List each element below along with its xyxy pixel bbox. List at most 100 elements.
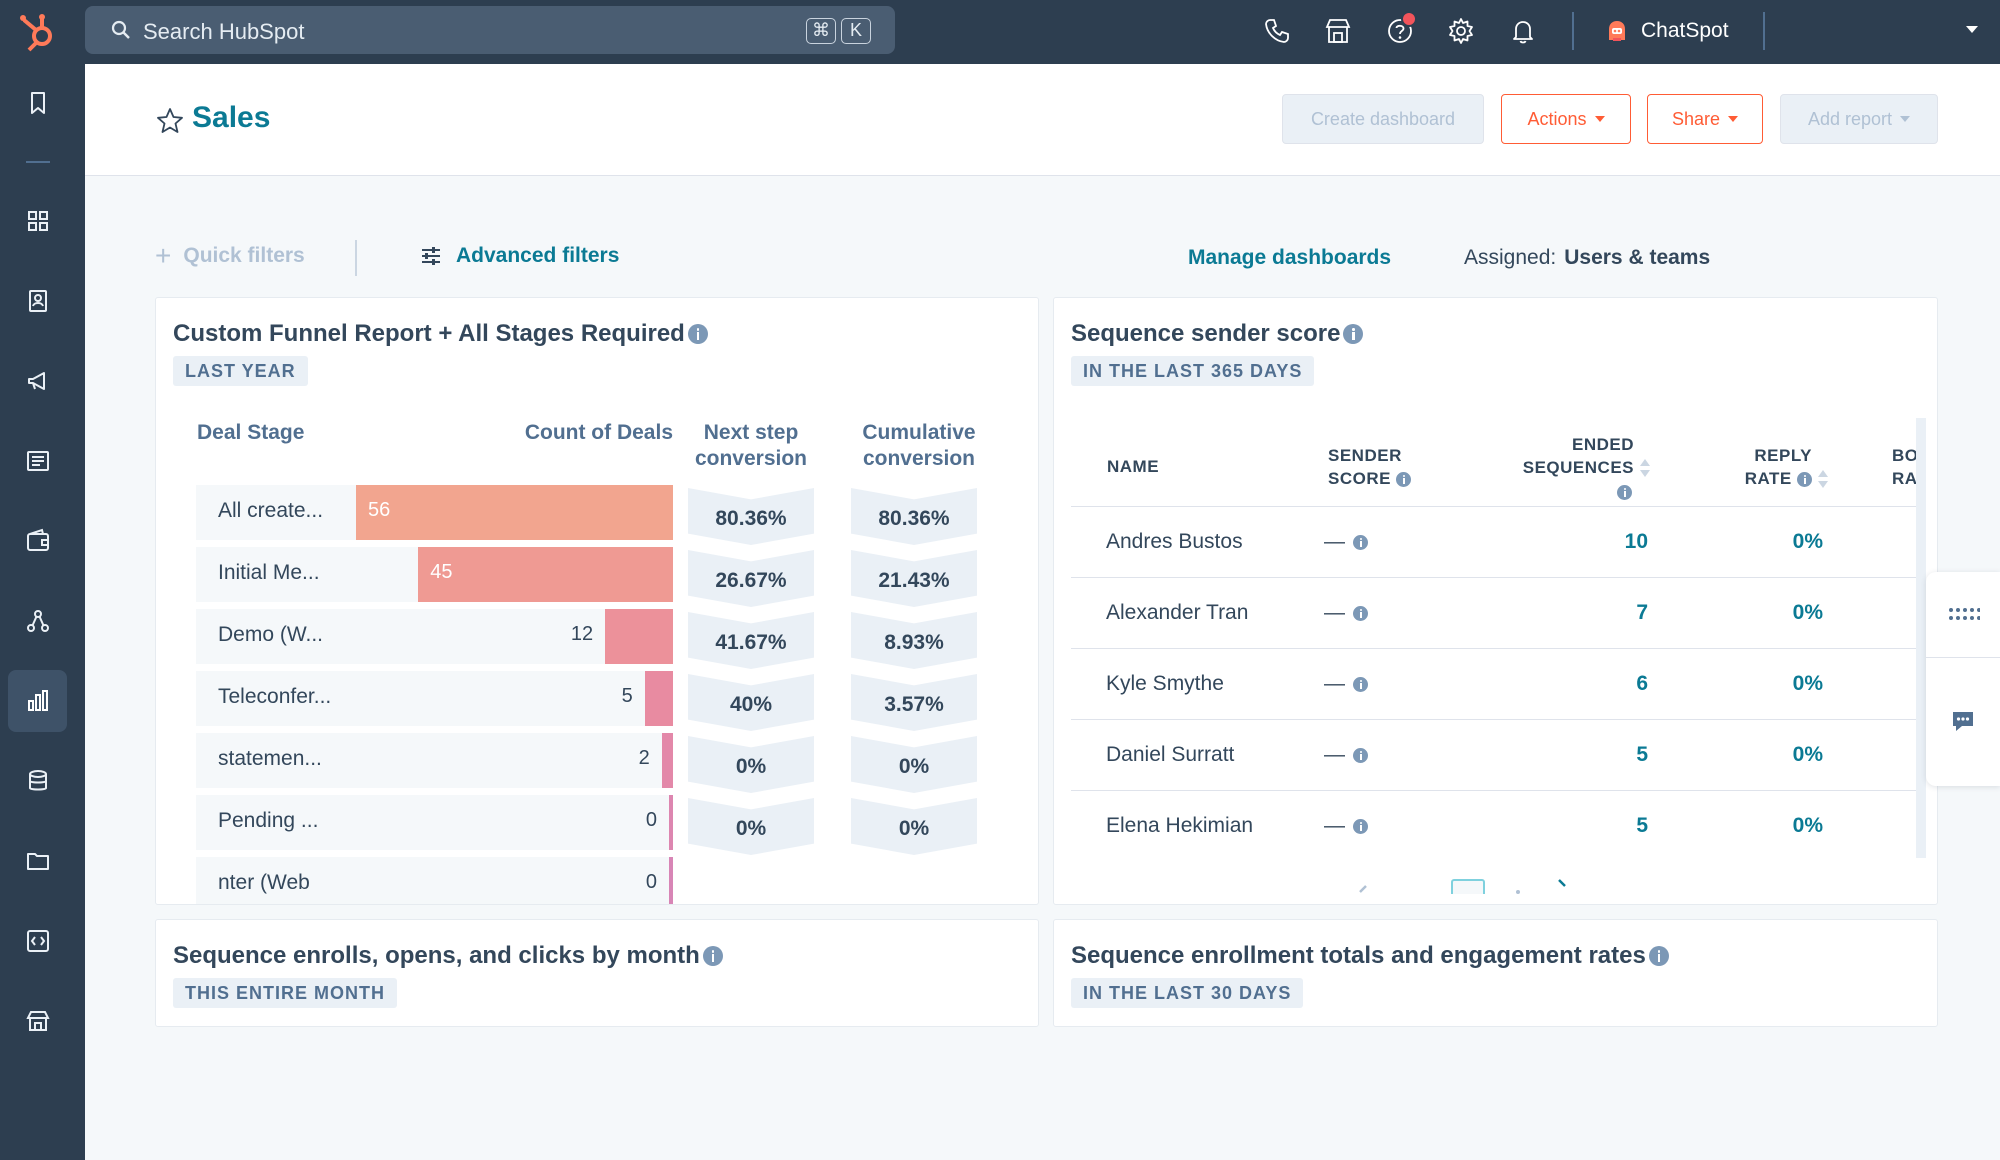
chatspot-icon	[1609, 21, 1625, 41]
ended-sequences-value[interactable]: 5	[1636, 814, 1648, 837]
sidebar-item-library[interactable]	[8, 830, 67, 892]
page-title: Sales	[192, 101, 271, 134]
chat-icon[interactable]	[1950, 708, 1976, 734]
deal-count-value: 5	[621, 685, 633, 707]
pagination[interactable]	[1354, 874, 1654, 894]
sender-name[interactable]: Andres Bustos	[1106, 530, 1243, 553]
funnel-row[interactable]: statemen... 2	[196, 733, 673, 788]
col-reply-rate[interactable]: REPLY RATE	[1714, 444, 1828, 491]
col-bounce-rate[interactable]: BO RA	[1892, 444, 1919, 490]
funnel-row[interactable]: nter (Web 0	[196, 857, 673, 904]
col-next-step-conversion: Next step conversion	[686, 420, 816, 472]
sidebar-item-contacts[interactable]	[8, 270, 67, 332]
info-icon[interactable]	[1343, 324, 1364, 344]
info-icon[interactable]	[1396, 472, 1412, 488]
sidebar-item-app-marketplace[interactable]	[8, 990, 67, 1052]
manage-dashboards-link[interactable]: Manage dashboards	[1188, 246, 1392, 269]
dots-grid-icon[interactable]	[1948, 606, 1980, 622]
ended-sequences-value[interactable]: 7	[1636, 601, 1648, 624]
table-scrollbar[interactable]	[1916, 418, 1926, 858]
sidebar-item-commerce[interactable]	[8, 510, 67, 572]
info-icon[interactable]	[1797, 472, 1812, 488]
col-ended-sequences[interactable]: ENDED SEQUENCES	[1503, 433, 1650, 503]
funnel-row[interactable]: Teleconfer... 5	[196, 671, 673, 726]
info-icon[interactable]	[702, 946, 723, 966]
sidebar-item-data-management[interactable]	[8, 750, 67, 812]
marketplace-icon[interactable]	[1323, 16, 1353, 46]
add-report-button[interactable]: Add report	[1780, 94, 1938, 144]
sidebar-item-reporting[interactable]	[8, 670, 67, 732]
account-menu-chevron-down-icon[interactable]	[1966, 26, 1978, 33]
topbar-divider	[1763, 12, 1765, 50]
funnel-bar[interactable]	[356, 485, 673, 540]
sender-name[interactable]: Elena Hekimian	[1106, 814, 1254, 837]
funnel-bar[interactable]	[661, 733, 673, 788]
gear-icon[interactable]	[1446, 16, 1476, 46]
table-row[interactable]: Kyle Smythe — 6 0%	[1071, 648, 1923, 719]
table-row[interactable]: Daniel Surratt — 5 0%	[1071, 719, 1923, 790]
assigned-filter[interactable]: Assigned: Users & teams	[1464, 246, 1710, 270]
table-row[interactable]: Andres Bustos — 10 0%	[1071, 506, 1923, 577]
next-step-conversion-value: 0%	[688, 736, 814, 793]
advanced-filters-button[interactable]: Advanced filters	[420, 244, 619, 268]
info-icon[interactable]	[1353, 676, 1368, 692]
next-step-conversion-value: 80.36%	[688, 488, 814, 545]
ended-sequences-value[interactable]: 6	[1636, 672, 1648, 695]
col-next-line1: Next step	[703, 421, 799, 444]
quick-filters-button[interactable]: + Quick filters	[155, 242, 305, 270]
ended-sequences-value[interactable]: 5	[1636, 743, 1648, 766]
create-dashboard-button[interactable]: Create dashboard	[1282, 94, 1484, 144]
info-icon[interactable]	[1353, 534, 1368, 550]
next-step-conversion-value: 0%	[688, 798, 814, 855]
totals-card-title-text: Sequence enrollment totals and engagemen…	[1071, 942, 1646, 969]
sidebar-item-development[interactable]	[8, 910, 67, 972]
funnel-bar[interactable]	[605, 609, 673, 664]
hubspot-logo-icon[interactable]	[18, 10, 58, 54]
bell-icon[interactable]	[1508, 16, 1538, 46]
table-row[interactable]: Elena Hekimian — 5 0%	[1071, 790, 1923, 861]
sender-name[interactable]: Alexander Tran	[1106, 601, 1249, 624]
sort-icon[interactable]	[1640, 458, 1650, 480]
sender-name[interactable]: Daniel Surratt	[1106, 743, 1235, 766]
ended-sequences-value[interactable]: 10	[1624, 530, 1648, 553]
info-icon[interactable]	[1353, 818, 1368, 834]
actions-button[interactable]: Actions	[1501, 94, 1631, 144]
next-step-conversion-value: 41.67%	[688, 612, 814, 669]
funnel-bar[interactable]	[669, 857, 673, 904]
share-button[interactable]: Share	[1647, 94, 1763, 144]
funnel-row[interactable]: All create... 56	[196, 485, 673, 540]
funnel-row[interactable]: Demo (W... 12	[196, 609, 673, 664]
sidebar-item-automation[interactable]	[8, 590, 67, 652]
sort-icon[interactable]	[1818, 469, 1828, 491]
next-step-conversion-value: 40%	[688, 674, 814, 731]
col-sender-score[interactable]: SENDER SCORE	[1328, 444, 1412, 490]
funnel-row[interactable]: Pending ... 0	[196, 795, 673, 850]
favorite-star-icon[interactable]	[155, 106, 185, 136]
reply-rate-value: 0%	[1792, 601, 1823, 624]
phone-icon[interactable]	[1262, 16, 1292, 46]
col-sender-line2: SCORE	[1328, 469, 1391, 488]
funnel-row[interactable]: Initial Me... 45	[196, 547, 673, 602]
sidebar-item-content[interactable]	[8, 430, 67, 492]
funnel-bar[interactable]	[644, 671, 673, 726]
info-icon[interactable]	[1353, 605, 1368, 621]
help-icon[interactable]	[1385, 16, 1415, 46]
deal-count-value: 2	[638, 747, 650, 769]
topbar-divider	[1572, 12, 1574, 50]
sidebar-item-bookmarks[interactable]	[8, 72, 67, 134]
funnel-bar[interactable]	[669, 795, 673, 850]
sidebar-item-marketing[interactable]	[8, 350, 67, 412]
chatspot-button[interactable]: ChatSpot	[1605, 16, 1729, 46]
funnel-bar[interactable]	[418, 547, 673, 602]
sidebar-item-workspaces[interactable]	[8, 190, 67, 252]
info-icon[interactable]	[1648, 946, 1669, 966]
sender-name[interactable]: Kyle Smythe	[1106, 672, 1224, 695]
col-name[interactable]: NAME	[1107, 457, 1160, 476]
next-step-conversion-value: 26.67%	[688, 550, 814, 607]
info-icon[interactable]	[1617, 484, 1632, 500]
info-icon[interactable]	[1353, 747, 1368, 763]
table-row[interactable]: Alexander Tran — 7 0%	[1071, 577, 1923, 648]
info-icon[interactable]	[687, 324, 708, 344]
search-bar[interactable]: Search HubSpot ⌘ K	[85, 6, 895, 54]
bookmark-icon	[30, 92, 45, 114]
